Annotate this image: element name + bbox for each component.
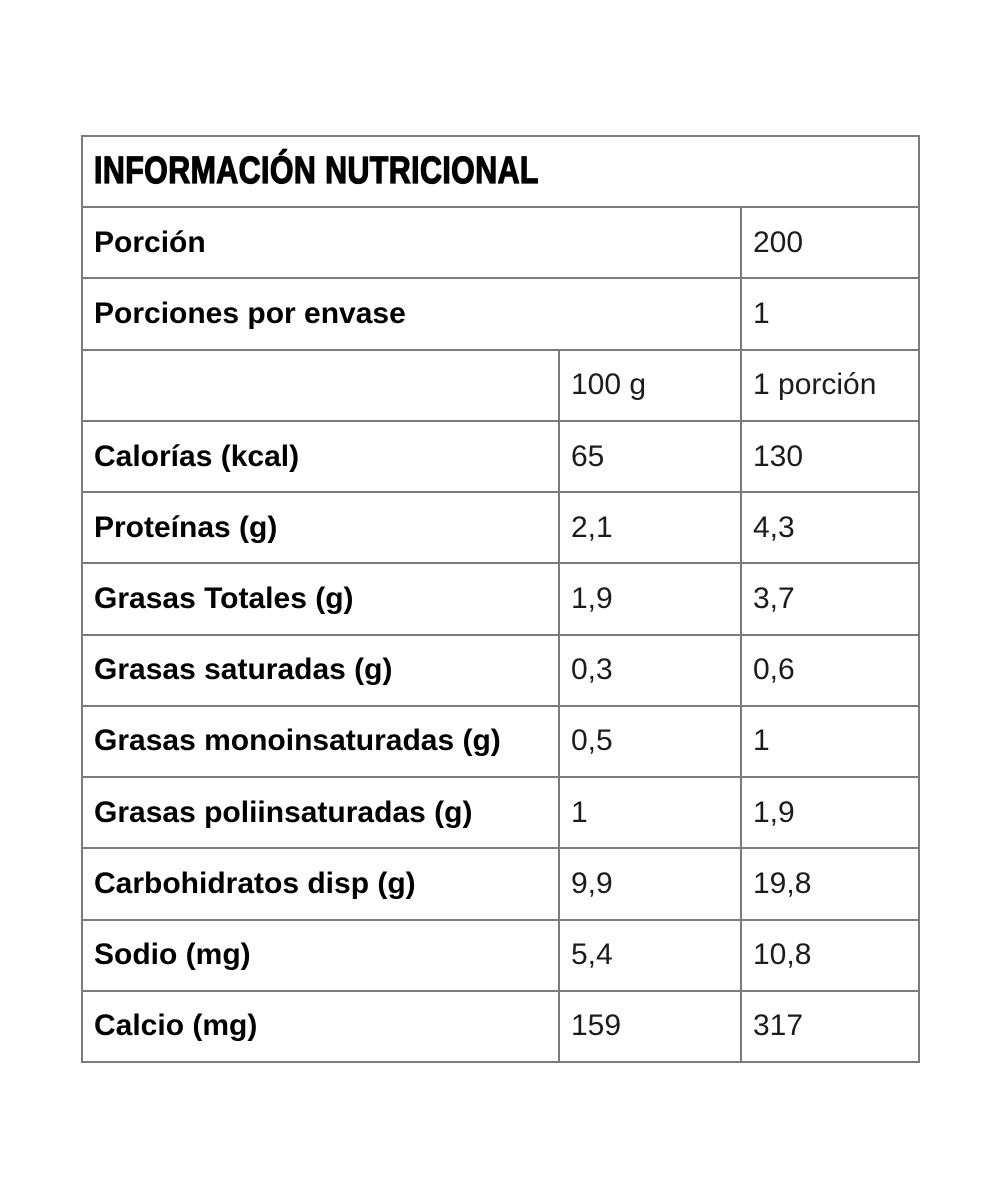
nutrient-value-polyunsaturated-fat-portion: 1,9 [753, 795, 795, 829]
nutrient-value-total-fat-100g: 1,9 [571, 581, 613, 615]
nutrient-value-sodium-100g: 5,4 [571, 938, 613, 972]
nutrient-row-per-portion-cell: 10,8 [742, 920, 918, 990]
serving-size-label: Porción [94, 225, 206, 259]
table-title-cell: INFORMACIÓN NUTRICIONAL [83, 137, 918, 207]
servings-per-container-row-label-cell: Porciones por envase [83, 279, 740, 349]
nutrient-row-per-100g-cell: 159 [560, 991, 740, 1061]
nutrient-value-monounsaturated-fat-100g: 0,5 [571, 724, 613, 758]
nutrient-value-sodium-portion: 10,8 [753, 938, 812, 972]
nutrient-label-saturated-fat: Grasas saturadas (g) [94, 653, 393, 687]
nutrient-value-carbohydrates-portion: 19,8 [753, 866, 812, 900]
nutrient-row-per-portion-cell: 0,6 [742, 635, 918, 705]
nutrient-value-saturated-fat-portion: 0,6 [753, 653, 795, 687]
nutrient-value-total-fat-portion: 3,7 [753, 581, 795, 615]
column-header-per-portion: 1 porción [753, 368, 877, 402]
nutrient-row-per-100g-cell: 0,5 [560, 706, 740, 777]
nutrient-value-calcium-portion: 317 [753, 1009, 804, 1043]
nutrient-row-per-100g-cell: 5,4 [560, 920, 740, 990]
nutrient-label-polyunsaturated-fat: Grasas poliinsaturadas (g) [94, 795, 473, 829]
column-header-per-100g: 100 g [571, 368, 647, 402]
nutrient-row-per-portion-cell: 317 [742, 991, 918, 1061]
servings-per-container-value-cell: 1 [742, 279, 918, 349]
nutrient-value-polyunsaturated-fat-100g: 1 [571, 795, 588, 829]
nutrient-value-monounsaturated-fat-portion: 1 [753, 724, 770, 758]
nutrient-row-label-cell: Grasas monoinsaturadas (g) [83, 706, 558, 777]
nutrient-label-sodium: Sodio (mg) [94, 938, 251, 972]
nutrient-row-per-100g-cell: 0,3 [560, 635, 740, 705]
nutrient-value-protein-portion: 4,3 [753, 510, 795, 544]
nutrient-value-calcium-100g: 159 [571, 1009, 622, 1043]
nutrient-row-label-cell: Grasas saturadas (g) [83, 635, 558, 705]
nutrient-row-label-cell: Sodio (mg) [83, 920, 558, 990]
servings-per-container-value: 1 [753, 297, 770, 331]
nutrient-label-monounsaturated-fat: Grasas monoinsaturadas (g) [94, 724, 501, 758]
column-header-empty-cell [83, 350, 558, 420]
serving-size-row-label-cell: Porción [83, 208, 740, 278]
nutrient-row-per-100g-cell: 65 [560, 421, 740, 492]
nutrient-value-calories-100g: 65 [571, 439, 605, 473]
nutrient-value-saturated-fat-100g: 0,3 [571, 653, 613, 687]
table-title: INFORMACIÓN NUTRICIONAL [93, 149, 539, 193]
column-header-per-portion-cell: 1 porción [742, 350, 918, 420]
servings-per-container-label: Porciones por envase [94, 297, 406, 331]
nutrient-label-protein: Proteínas (g) [94, 510, 278, 544]
column-header-per-100g-cell: 100 g [560, 350, 740, 420]
nutrient-row-per-portion-cell: 4,3 [742, 493, 918, 563]
nutrient-row-per-100g-cell: 9,9 [560, 849, 740, 919]
serving-size-value-cell: 200 [742, 208, 918, 278]
serving-size-value: 200 [753, 225, 804, 259]
nutrition-facts-table: INFORMACIÓN NUTRICIONAL Porción 200 Porc… [81, 135, 920, 1063]
nutrient-label-carbohydrates: Carbohidratos disp (g) [94, 866, 416, 900]
nutrient-row-per-100g-cell: 2,1 [560, 493, 740, 563]
nutrient-row-per-portion-cell: 1 [742, 706, 918, 777]
nutrient-label-calcium: Calcio (mg) [94, 1009, 258, 1043]
nutrient-row-per-portion-cell: 19,8 [742, 849, 918, 919]
nutrient-label-calories: Calorías (kcal) [94, 439, 300, 473]
nutrient-value-protein-100g: 2,1 [571, 510, 613, 544]
nutrient-row-per-portion-cell: 1,9 [742, 778, 918, 848]
nutrient-row-label-cell: Grasas poliinsaturadas (g) [83, 778, 558, 848]
nutrient-row-per-portion-cell: 130 [742, 421, 918, 492]
nutrient-row-label-cell: Grasas Totales (g) [83, 564, 558, 634]
nutrient-row-label-cell: Calorías (kcal) [83, 421, 558, 492]
nutrient-row-label-cell: Calcio (mg) [83, 991, 558, 1061]
nutrient-value-calories-portion: 130 [753, 439, 804, 473]
nutrient-value-carbohydrates-100g: 9,9 [571, 866, 613, 900]
nutrient-label-total-fat: Grasas Totales (g) [94, 581, 354, 615]
nutrient-row-per-100g-cell: 1,9 [560, 564, 740, 634]
nutrient-row-per-100g-cell: 1 [560, 778, 740, 848]
nutrient-row-label-cell: Proteínas (g) [83, 493, 558, 563]
nutrient-row-per-portion-cell: 3,7 [742, 564, 918, 634]
nutrient-row-label-cell: Carbohidratos disp (g) [83, 849, 558, 919]
